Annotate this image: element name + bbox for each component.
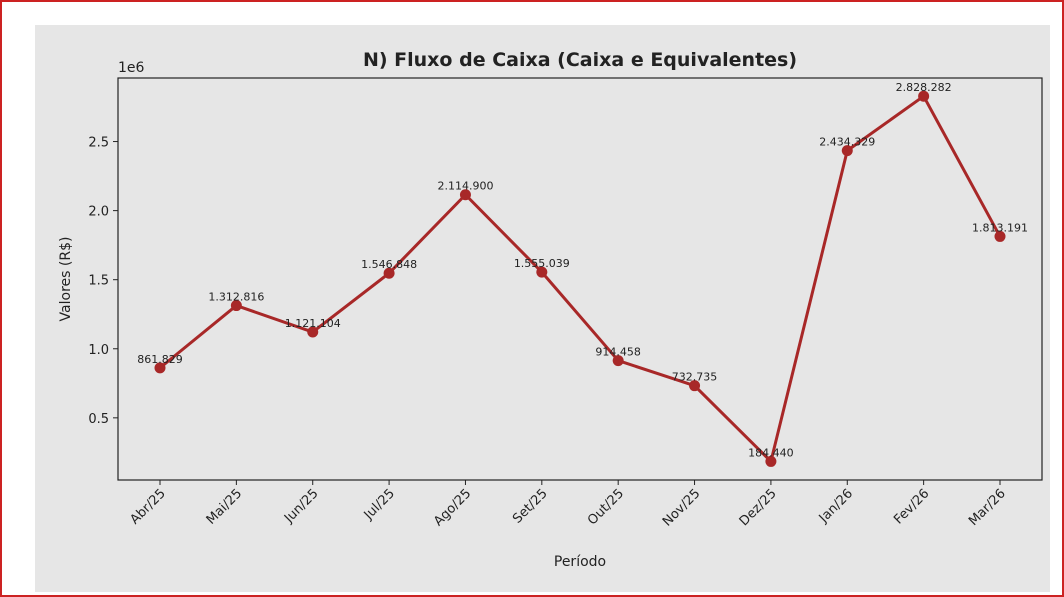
y-tick-label: 0.5	[88, 412, 109, 427]
point	[841, 145, 853, 157]
data-label: 861.829	[137, 353, 183, 366]
point	[765, 455, 777, 467]
chart-title: N) Fluxo de Caixa (Caixa e Equivalentes)	[363, 49, 797, 71]
data-label: 1.121.104	[285, 317, 341, 330]
point	[230, 300, 242, 312]
data-label: 2.828.282	[896, 81, 952, 94]
y-tick-label: 2.0	[88, 205, 109, 220]
data-label: 1.813.191	[972, 221, 1028, 234]
data-label: 184.440	[748, 446, 794, 459]
data-label: 1.555.039	[514, 257, 570, 270]
y-tick-label: 1.0	[88, 343, 109, 358]
data-label: 2.114.900	[437, 180, 493, 193]
data-label: 732.735	[672, 371, 718, 384]
y-tick-label: 2.5	[88, 136, 109, 151]
y-tick-label: 1.5	[88, 274, 109, 289]
point	[154, 362, 166, 374]
point	[612, 355, 624, 367]
point	[918, 90, 930, 102]
point	[459, 189, 471, 201]
data-label: 1.312.816	[208, 291, 264, 304]
plot-area	[117, 77, 1043, 481]
point	[689, 380, 701, 392]
point	[383, 267, 395, 279]
data-label: 914.458	[595, 346, 641, 359]
y-offset-label: 1e6	[118, 60, 145, 76]
data-label: 2.434.329	[819, 136, 875, 149]
line	[159, 94, 1002, 463]
y-axis-label: Valores (R$)	[58, 237, 74, 322]
x-axis-label: Período	[554, 554, 606, 570]
point	[994, 230, 1006, 242]
point	[307, 326, 319, 338]
data-label: 1.546.848	[361, 258, 417, 271]
point	[536, 266, 548, 278]
